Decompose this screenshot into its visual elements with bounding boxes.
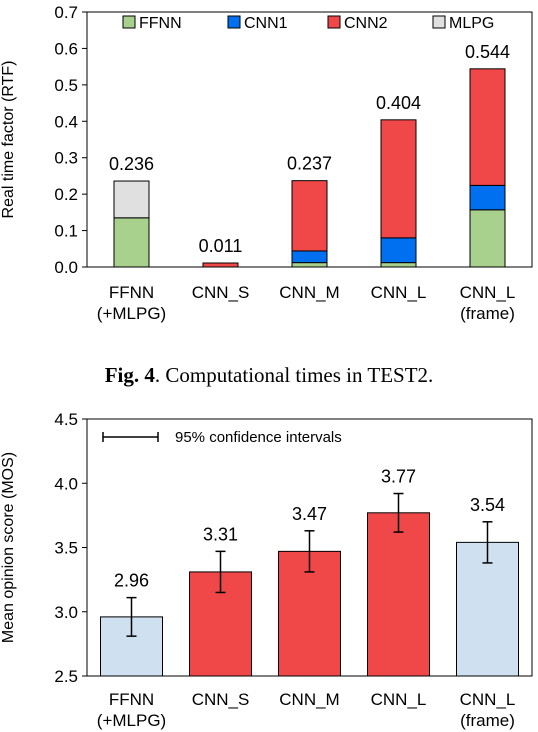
caption-text: . Computational times in TEST2. [155,363,433,387]
bar-segment-cnn2 [291,180,328,252]
x-tick-label: FFNN [109,283,154,302]
y-tick-label: 0.2 [54,185,78,204]
y-tick-label: 0.4 [54,112,78,131]
x-tick-label: FFNN [109,690,154,709]
x-tick-label: CNN_L [460,283,516,302]
bar-segment-ffnn [469,209,506,268]
bar-segment-cnn1 [469,184,506,211]
x-tick-label: CNN_L [371,283,427,302]
bar-segment-ffnn [291,262,328,268]
legend-swatch-cnn2 [327,15,341,29]
bar-segment-cnn2 [380,119,417,239]
rtf-stacked-bar-chart: 0.0 0.1 0.2 0.3 0.4 0.5 0.6 0.7 Real time factor… [0,3,533,323]
bar-segment-ffnn [380,262,417,268]
bar-total-label: 0.236 [109,154,154,174]
legend-swatch-mlpg [432,15,446,29]
y-tick-label: 0.6 [54,39,78,58]
legend-swatch-cnn1 [227,15,241,29]
x-tick-label: CNN_S [192,283,250,302]
bar-value-label: 3.54 [470,495,505,515]
legend-ci-label: 95% confidence intervals [175,429,342,446]
x-tick-label: (+MLPG) [97,304,166,323]
x-tick-label: CNN_L [371,690,427,709]
bar-value-label: 3.31 [203,524,238,544]
x-tick-label: CNN_M [279,283,339,302]
y-tick-label: 0.5 [54,76,78,95]
y-tick-label: 0.1 [54,222,78,241]
y-tick-label: 2.5 [54,667,78,686]
bar-total-label: 0.237 [287,154,332,174]
bar-value-label: 3.77 [381,467,416,487]
bar-value-label: 2.96 [114,571,149,591]
bar-total-label: 0.404 [376,93,421,113]
y-tick-label: 4.0 [54,474,78,493]
bar-segment-cnn1 [291,250,328,264]
bar-total-label: 0.011 [199,236,243,256]
bar-value-label: 3.47 [292,504,327,524]
bar-segment-cnn2 [202,262,239,268]
legend-label: MLPG [449,15,494,32]
bar-total-label: 0.544 [465,42,510,62]
bar-segment-mlpg [113,180,150,219]
y-axis-title: Real time factor (RTF) [0,61,17,219]
bar-segment-cnn1 [380,237,417,264]
bar-segment-cnn2 [469,68,506,186]
y-axis-title: Mean opinion score (MOS) [0,452,17,643]
y-tick-label: 0.3 [54,149,78,168]
x-tick-label: (+MLPG) [97,711,166,730]
x-tick-label: (frame) [460,304,515,323]
y-tick-label: 3.5 [54,539,78,558]
y-tick-label: 3.0 [54,603,78,622]
y-tick-label: 4.5 [54,410,78,429]
mos-bar-chart: 2.5 3.0 3.5 4.0 4.5 Mean opinion score (MOS) 2… [0,410,533,730]
legend-label: CNN1 [244,15,288,32]
legend-label: FFNN [139,15,182,32]
y-tick-label: 0.7 [54,3,78,22]
x-tick-label: CNN_M [279,690,339,709]
legend-label: CNN2 [344,15,388,32]
bar [367,512,430,677]
y-tick-label: 0.0 [54,258,78,277]
bar [456,541,519,677]
x-tick-label: CNN_L [460,690,516,709]
caption-label: Fig. 4 [105,363,156,387]
bar-segment-ffnn [113,217,150,268]
x-tick-label: CNN_S [192,690,250,709]
figure-caption: Fig. 4. Computational times in TEST2. [105,363,434,387]
x-tick-label: (frame) [460,711,515,730]
legend-swatch-ffnn [122,15,136,29]
